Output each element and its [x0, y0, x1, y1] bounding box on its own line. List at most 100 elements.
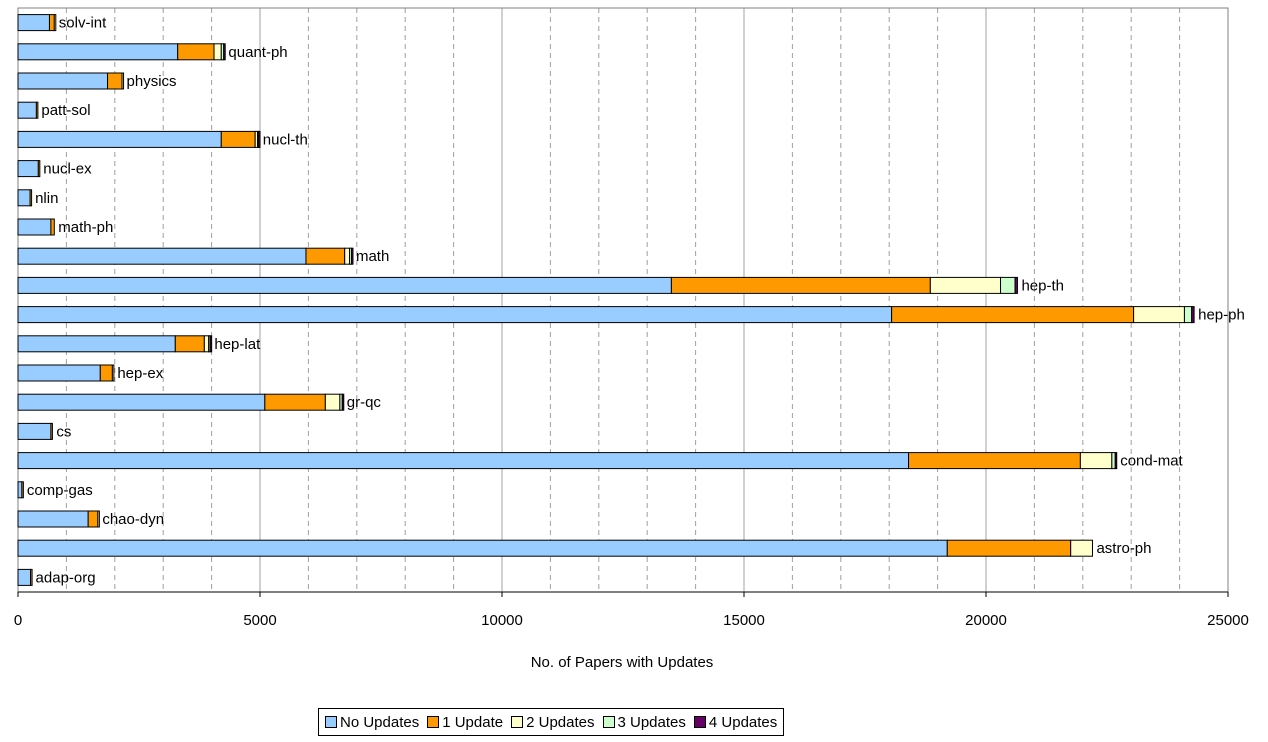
bar-hep-ph-1-update	[891, 306, 1135, 324]
legend-swatch	[693, 716, 706, 728]
bar-cond-mat-no-updates	[17, 452, 910, 470]
bar-nucl-ex-1-update	[37, 160, 41, 178]
grid-lines	[17, 7, 1229, 593]
bar-solv-int-no-updates	[17, 14, 50, 32]
bar-comp-gas-1-update	[21, 481, 24, 499]
legend-item: 2 Updates	[511, 713, 595, 731]
category-label-astro-ph: astro-ph	[1096, 540, 1151, 557]
category-label-nlin: nlin	[35, 190, 58, 207]
legend-swatch	[427, 716, 440, 728]
x-axis: 0 5000 10000 15000 20000 25000	[14, 591, 1249, 629]
bar-physics-no-updates	[17, 72, 109, 90]
category-label-math-ph: math-ph	[58, 219, 113, 236]
bar-astro-ph-1-update	[946, 539, 1072, 557]
category-label-solv-int: solv-int	[59, 15, 107, 32]
bar-math-ph-1-update	[50, 218, 55, 236]
bar-quant-ph-4-updates	[223, 43, 226, 61]
bar-adap-org-no-updates	[17, 568, 32, 586]
x-tick-label: 0	[14, 612, 22, 629]
category-label-cs: cs	[56, 423, 71, 440]
category-label-math: math	[356, 248, 389, 265]
x-tick-label: 10000	[481, 612, 523, 629]
bar-hep-ph-no-updates	[17, 306, 893, 324]
category-labels: solv-int quant-ph physics patt-sol nucl-th nu…	[27, 15, 1245, 587]
plot-area-border	[17, 7, 1229, 593]
bar-cond-mat-4-updates	[1114, 452, 1118, 470]
stacked-bar-chart: solv-int quant-ph physics patt-sol nucl-th nu…	[14, 7, 1249, 671]
bar-chao-dyn-no-updates	[17, 510, 89, 528]
category-label-comp-gas: comp-gas	[27, 482, 93, 499]
bar-physics-2-updates	[121, 72, 125, 90]
bar-comp-gas-no-updates	[17, 481, 23, 499]
bar-quant-ph-no-updates	[17, 43, 179, 61]
legend-item: 4 Updates	[693, 713, 778, 731]
bar-cond-mat-2-updates	[1079, 452, 1113, 470]
bar-cond-mat-3-updates	[1111, 452, 1116, 470]
bar-cond-mat-1-update	[908, 452, 1081, 470]
legend-label: 1 Update	[442, 713, 504, 731]
bar-nucl-th-4-updates	[258, 130, 261, 148]
bar-nucl-th-1-update	[220, 130, 256, 148]
category-label-hep-ph: hep-ph	[1198, 307, 1245, 324]
legend-label: 4 Updates	[708, 713, 778, 731]
bars	[17, 14, 1195, 586]
bar-physics-1-update	[107, 72, 123, 90]
bar-hep-ex-2-updates	[111, 364, 115, 382]
x-tick-label: 20000	[965, 612, 1007, 629]
category-label-hep-lat: hep-lat	[214, 336, 261, 353]
bar-hep-th-2-updates	[929, 276, 1002, 294]
bar-adap-org-1-update	[30, 568, 33, 586]
bar-chao-dyn-2-updates	[97, 510, 100, 528]
category-label-chao-dyn: chao-dyn	[102, 511, 164, 528]
x-tick-label: 25000	[1207, 612, 1249, 629]
bar-hep-lat-1-update	[174, 335, 205, 353]
bar-hep-lat-2-updates	[203, 335, 210, 353]
category-label-gr-qc: gr-qc	[347, 394, 382, 411]
bar-gr-qc-4-updates	[341, 393, 345, 411]
legend-item: 1 Update	[427, 714, 503, 731]
legend-label: No Updates	[340, 713, 420, 731]
bar-nucl-ex-no-updates	[17, 160, 39, 178]
legend-swatch	[325, 716, 337, 728]
bar-nucl-th-no-updates	[17, 130, 222, 148]
legend-item: No Updates	[325, 714, 419, 731]
x-tick-label: 5000	[243, 612, 276, 629]
category-label-adap-org: adap-org	[36, 569, 96, 586]
bar-hep-th-1-update	[670, 276, 931, 294]
bar-math-ph-no-updates	[17, 218, 52, 236]
bar-hep-ex-1-update	[99, 364, 113, 382]
bar-patt-sol-no-updates	[17, 101, 37, 119]
legend-label: 3 Updates	[617, 713, 686, 731]
bar-gr-qc-no-updates	[17, 393, 266, 411]
bar-math-1-update	[305, 247, 346, 265]
bar-chao-dyn-1-update	[87, 510, 99, 528]
bar-hep-th-3-updates	[1000, 276, 1016, 294]
bar-hep-th-no-updates	[17, 276, 672, 294]
legend-swatch	[602, 716, 615, 728]
x-axis-title: No. of Papers with Updates	[531, 654, 714, 671]
bar-astro-ph-no-updates	[17, 539, 948, 557]
bar-quant-ph-2-updates	[213, 43, 222, 61]
legend-swatch	[511, 716, 524, 728]
bar-hep-th-4-updates	[1014, 276, 1018, 294]
bar-hep-lat-4-updates	[209, 335, 213, 353]
bar-hep-ph-2-updates	[1133, 306, 1185, 324]
bar-nlin-1-update	[29, 189, 33, 207]
bar-math-4-updates	[350, 247, 354, 265]
category-label-patt-sol: patt-sol	[41, 102, 90, 119]
category-label-hep-th: hep-th	[1021, 277, 1064, 294]
x-tick-label: 15000	[723, 612, 765, 629]
legend-item: 3 Updates	[602, 713, 686, 731]
bar-hep-ph-3-updates	[1183, 306, 1193, 324]
bar-astro-ph-2-updates	[1070, 539, 1093, 557]
bar-nlin-no-updates	[17, 189, 31, 207]
bar-gr-qc-1-update	[264, 393, 326, 411]
category-label-nucl-th: nucl-th	[263, 131, 308, 148]
legend: No Updates 1 Update 2 Updates 3 Updates 4 Up…	[318, 708, 785, 736]
bar-hep-lat-no-updates	[17, 335, 176, 353]
bar-quant-ph-1-update	[177, 43, 215, 61]
category-label-quant-ph: quant-ph	[228, 44, 287, 61]
bar-patt-sol-1-update	[35, 101, 39, 119]
bar-math-no-updates	[17, 247, 307, 265]
legend-label: 2 Updates	[526, 713, 595, 731]
